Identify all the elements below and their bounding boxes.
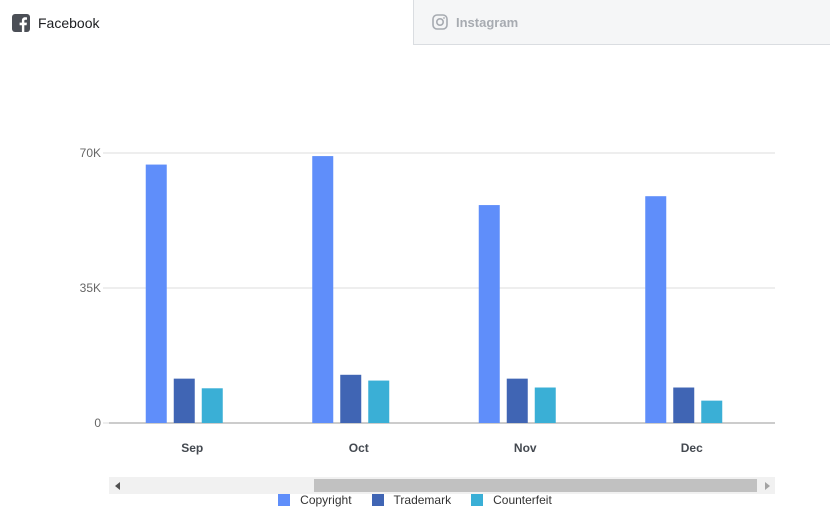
y-tick-label: 70K [80,146,101,160]
x-tick-label: Dec [681,441,703,455]
bar-trademark-dec[interactable] [673,387,695,423]
legend-label-counterfeit: Counterfeit [493,493,552,507]
legend-label-trademark: Trademark [393,493,452,507]
instagram-icon [432,14,448,30]
platform-tabs: Facebook Instagram [0,0,830,45]
bar-copyright-nov[interactable] [478,205,500,423]
bar-trademark-oct[interactable] [340,374,362,423]
bar-counterfeit-dec[interactable] [701,400,723,423]
bar-copyright-sep[interactable] [145,164,167,424]
legend-swatch-trademark [371,494,384,506]
scroll-left-arrow-icon[interactable] [109,477,126,494]
scroll-right-arrow-icon[interactable] [758,477,775,494]
facebook-icon [12,13,30,32]
tab-facebook-label: Facebook [38,14,100,31]
legend-item-copyright[interactable]: Copyright [278,493,352,507]
tab-facebook[interactable]: Facebook [0,0,414,45]
y-tick-label: 0 [94,416,101,430]
x-tick-label: Sep [181,441,203,455]
x-tick-label: Oct [349,441,369,455]
bar-counterfeit-nov[interactable] [534,387,556,423]
legend-label-copyright: Copyright [300,493,352,507]
scroll-thumb[interactable] [314,479,757,492]
bar-trademark-nov[interactable] [506,378,528,423]
bar-counterfeit-oct[interactable] [368,380,390,423]
legend-swatch-counterfeit [471,494,484,506]
bar-trademark-sep[interactable] [173,378,195,423]
legend-item-trademark[interactable]: Trademark [371,493,452,507]
x-tick-label: Nov [514,441,537,455]
legend-swatch-copyright [278,494,291,506]
bar-copyright-oct[interactable] [312,156,334,424]
bar-chart: 0 35K 70K Sep Oct Nov Dec [80,146,775,455]
tab-instagram-label: Instagram [456,14,519,30]
legend-item-counterfeit[interactable]: Counterfeit [471,493,552,507]
chart-legend: Copyright Trademark Counterfeit [0,492,830,508]
y-tick-label: 35K [80,281,101,295]
tab-instagram[interactable]: Instagram [413,0,830,45]
chart-scrollbar[interactable] [109,477,775,494]
bar-counterfeit-sep[interactable] [201,388,223,423]
bar-copyright-dec[interactable] [645,196,667,423]
